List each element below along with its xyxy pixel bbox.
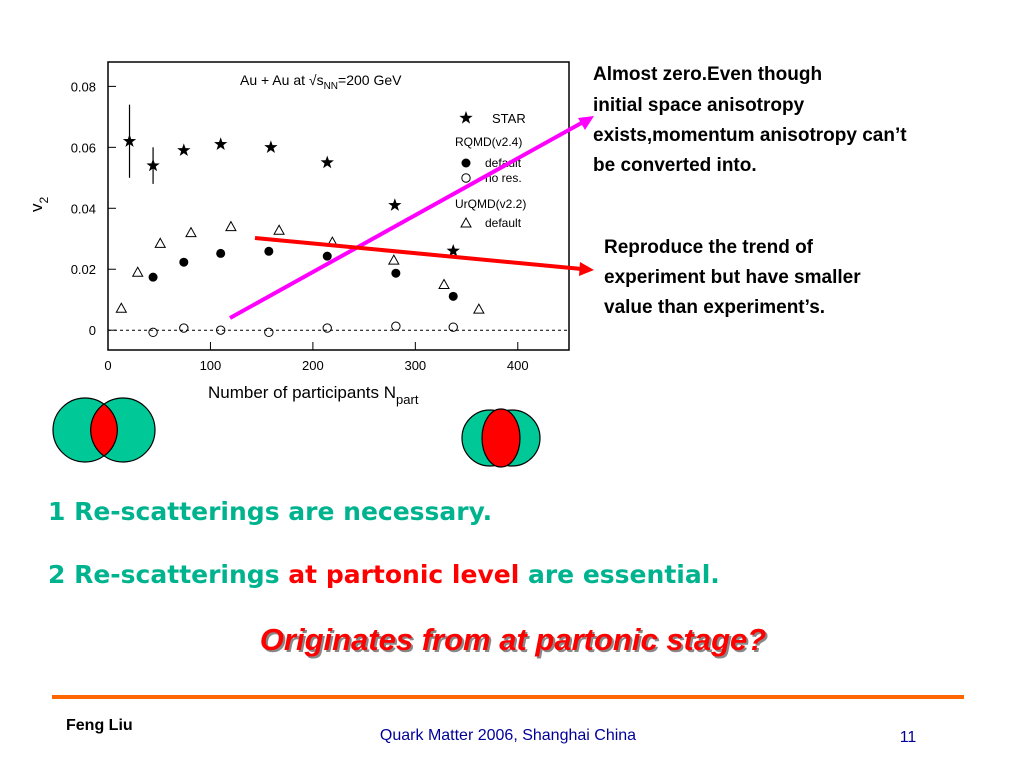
arrow-head — [578, 116, 594, 130]
y-tick-label: 0.04 — [71, 201, 96, 216]
question: Originates from at partonic stage? — [260, 622, 766, 657]
point — [264, 246, 274, 256]
arrow-line — [229, 119, 586, 320]
y-tick-label: 0.06 — [71, 140, 96, 155]
point — [472, 303, 485, 314]
point — [273, 224, 285, 235]
legend: STAR RQMD(v2.4) default no res. UrQMD(v2… — [455, 111, 526, 230]
point — [391, 268, 401, 278]
annotation: Almost zero.Even though — [593, 64, 822, 85]
question-shadow: Originates from at partonic stage? — [262, 624, 768, 659]
point — [446, 243, 460, 257]
point — [122, 134, 137, 147]
x-tick-label: 0 — [104, 358, 111, 373]
overlap-diagram — [52, 397, 541, 468]
point — [438, 278, 450, 289]
legend-group: RQMD(v2.4) — [455, 135, 522, 149]
legend-marker — [460, 216, 472, 228]
point — [387, 254, 400, 265]
plot: 0 100 200 300 400 0 0.02 0.04 0.06 0.08 — [71, 79, 569, 373]
legend-marker — [459, 111, 473, 124]
legend-marker — [461, 173, 471, 183]
point — [264, 140, 278, 153]
point — [185, 226, 197, 238]
legend-label: default — [485, 216, 522, 230]
point: 1 Re-scatterings are necessary. — [48, 497, 492, 526]
footer-conference: Quark Matter 2006, Shanghai China — [380, 727, 636, 744]
point — [459, 111, 473, 124]
arrow-head — [579, 262, 594, 276]
point — [461, 173, 471, 183]
arrow-line — [254, 236, 583, 271]
point — [448, 291, 458, 301]
page-number: 11 — [900, 729, 917, 746]
point — [322, 323, 332, 333]
point — [179, 257, 189, 267]
point — [216, 248, 226, 258]
x-tick-label: 300 — [404, 358, 426, 373]
point — [146, 158, 160, 172]
legend-marker — [461, 158, 471, 168]
point — [215, 325, 226, 335]
point — [391, 321, 401, 331]
point — [460, 216, 472, 228]
x-tick-label: 100 — [200, 358, 222, 373]
point — [225, 220, 237, 232]
annotation: value than experiment’s. — [604, 297, 825, 318]
x-axis-label: Number of participants Npart — [208, 383, 419, 407]
point — [322, 251, 332, 261]
point: 2 Re-scatterings at partonic level are e… — [48, 560, 720, 589]
point — [148, 272, 158, 282]
point — [214, 137, 228, 150]
x-tick-label: 200 — [302, 358, 324, 373]
footer-author: Feng Liu — [66, 717, 133, 734]
annotation: Reproduce the trend of — [604, 237, 814, 258]
annotation: exists,momentum anisotropy can’t — [593, 125, 907, 146]
point — [461, 158, 471, 168]
plot-frame — [107, 61, 570, 351]
point — [179, 323, 189, 333]
point — [131, 266, 144, 277]
point — [264, 327, 274, 338]
y-tick-label: 0.08 — [71, 79, 96, 94]
x-tick-label: 400 — [507, 358, 529, 373]
annotation: initial space anisotropy — [593, 95, 805, 116]
point — [448, 322, 458, 332]
y-tick-label: 0.02 — [71, 262, 96, 277]
annotation: experiment but have smaller — [604, 267, 861, 288]
chart-title: Au + Au at √sNN=200 GeV — [240, 72, 402, 92]
annotation: be converted into. — [593, 155, 757, 176]
y-axis-label: v2 — [27, 197, 51, 213]
point — [320, 155, 334, 169]
legend-label: no res. — [485, 171, 522, 185]
point — [154, 237, 167, 248]
legend-group: UrQMD(v2.2) — [455, 197, 526, 211]
point — [388, 198, 402, 211]
legend-label: STAR — [492, 111, 526, 126]
point — [115, 302, 128, 313]
point — [148, 327, 158, 338]
y-tick-label: 0 — [89, 323, 96, 338]
point — [177, 143, 191, 157]
